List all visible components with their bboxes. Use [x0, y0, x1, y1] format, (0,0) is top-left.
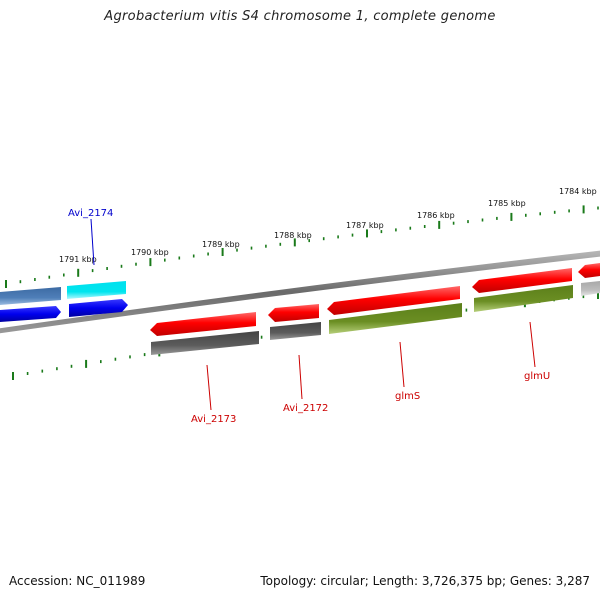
scale-label-1788: 1788 kbp — [274, 231, 312, 240]
feature-red-right[interactable] — [578, 263, 600, 278]
feature-red-avi2173[interactable] — [150, 312, 256, 336]
scale-label-1790: 1790 kbp — [131, 248, 169, 257]
feature-steel-left[interactable] — [0, 287, 61, 305]
scale-label-1784: 1784 kbp — [559, 187, 597, 196]
gene-label-avi2174[interactable]: Avi_2174 — [68, 208, 113, 219]
feature-olive-glms[interactable] — [329, 303, 462, 334]
feature-gray-avi2173[interactable] — [151, 331, 259, 355]
outer-tick-ring — [5, 205, 599, 288]
feature-red-glmu[interactable] — [472, 268, 572, 293]
gene-label-glms[interactable]: glmS — [395, 391, 420, 402]
map-title: Agrobacterium vitis S4 chromosome 1, com… — [104, 9, 496, 24]
feature-red-glms[interactable] — [327, 286, 460, 315]
accession-label: Accession: NC_011989 — [9, 574, 146, 588]
leader-avi2172 — [298, 354, 303, 400]
leader-avi2173 — [206, 364, 212, 411]
scale-label-1785: 1785 kbp — [488, 199, 526, 208]
feature-blue-avi2174[interactable] — [69, 299, 128, 317]
feature-olive-glmu[interactable] — [474, 285, 573, 312]
scale-label-1791: 1791 kbp — [59, 255, 97, 264]
feature-cyan-avi2174[interactable] — [67, 281, 126, 299]
scale-label-1789: 1789 kbp — [202, 240, 240, 249]
leader-glmu — [529, 321, 536, 368]
gene-label-glmu[interactable]: glmU — [524, 371, 550, 382]
gene-label-avi2172[interactable]: Avi_2172 — [283, 403, 328, 414]
feature-gray-avi2172[interactable] — [270, 322, 321, 340]
feature-blue-left[interactable] — [0, 306, 61, 322]
gene-label-avi2173[interactable]: Avi_2173 — [191, 414, 236, 425]
scale-label-1786: 1786 kbp — [417, 211, 455, 220]
leader-glms — [399, 341, 405, 388]
feature-red-avi2172[interactable] — [268, 304, 319, 322]
feature-lightgray-right[interactable] — [581, 281, 600, 296]
leader-avi2174 — [90, 218, 95, 266]
scale-label-1787: 1787 kbp — [346, 221, 384, 230]
chromosome-backbone — [0, 250, 600, 334]
genome-summary: Topology: circular; Length: 3,726,375 bp… — [260, 574, 590, 588]
